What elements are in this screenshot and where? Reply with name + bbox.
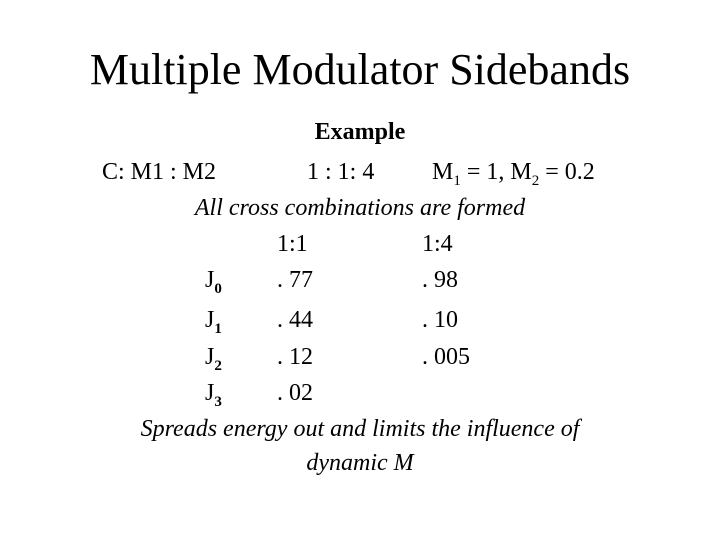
table-cell: . 98	[422, 267, 458, 293]
cross-combinations-text: All cross combinations are formed	[194, 195, 526, 221]
m2-subscript: 2	[531, 173, 540, 189]
table-cell: . 44	[277, 307, 313, 333]
table-cell: . 02	[277, 380, 313, 406]
row-label: J1	[205, 307, 222, 337]
ratio-label: C: M1 : M2	[102, 159, 217, 185]
table-cell: . 005	[422, 344, 470, 370]
table-cell: . 77	[277, 267, 313, 293]
column-header: 1:4	[422, 231, 453, 257]
slide-title: Multiple Modulator Sidebands	[89, 45, 631, 94]
conclusion-line-2: dynamic M	[306, 450, 414, 476]
modulator-indices: M1 = 1, M2 = 0.2	[432, 157, 595, 189]
table-cell: . 10	[422, 307, 458, 333]
m1-subscript: 1	[453, 173, 461, 189]
m1-symbol: M	[432, 159, 454, 185]
row-label: J3	[205, 380, 222, 410]
conclusion-line-1: Spreads energy out and limits the influe…	[140, 416, 580, 442]
row-label: J0	[205, 267, 222, 297]
column-header: 1:1	[277, 231, 308, 257]
m1-value: = 1, M	[460, 159, 532, 185]
row-label: J2	[205, 344, 222, 374]
m2-value: = 0.2	[539, 159, 595, 185]
ratio-value: 1 : 1: 4	[307, 159, 375, 185]
table-cell: . 12	[277, 344, 313, 370]
example-heading: Example	[314, 119, 406, 145]
